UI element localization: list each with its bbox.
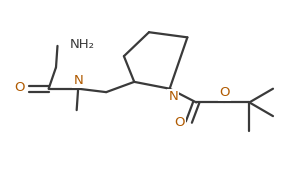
Text: N: N (168, 90, 178, 103)
Text: O: O (175, 116, 185, 129)
Text: O: O (219, 86, 229, 100)
Text: NH₂: NH₂ (69, 38, 94, 51)
Text: N: N (73, 74, 83, 87)
Text: O: O (15, 81, 25, 94)
